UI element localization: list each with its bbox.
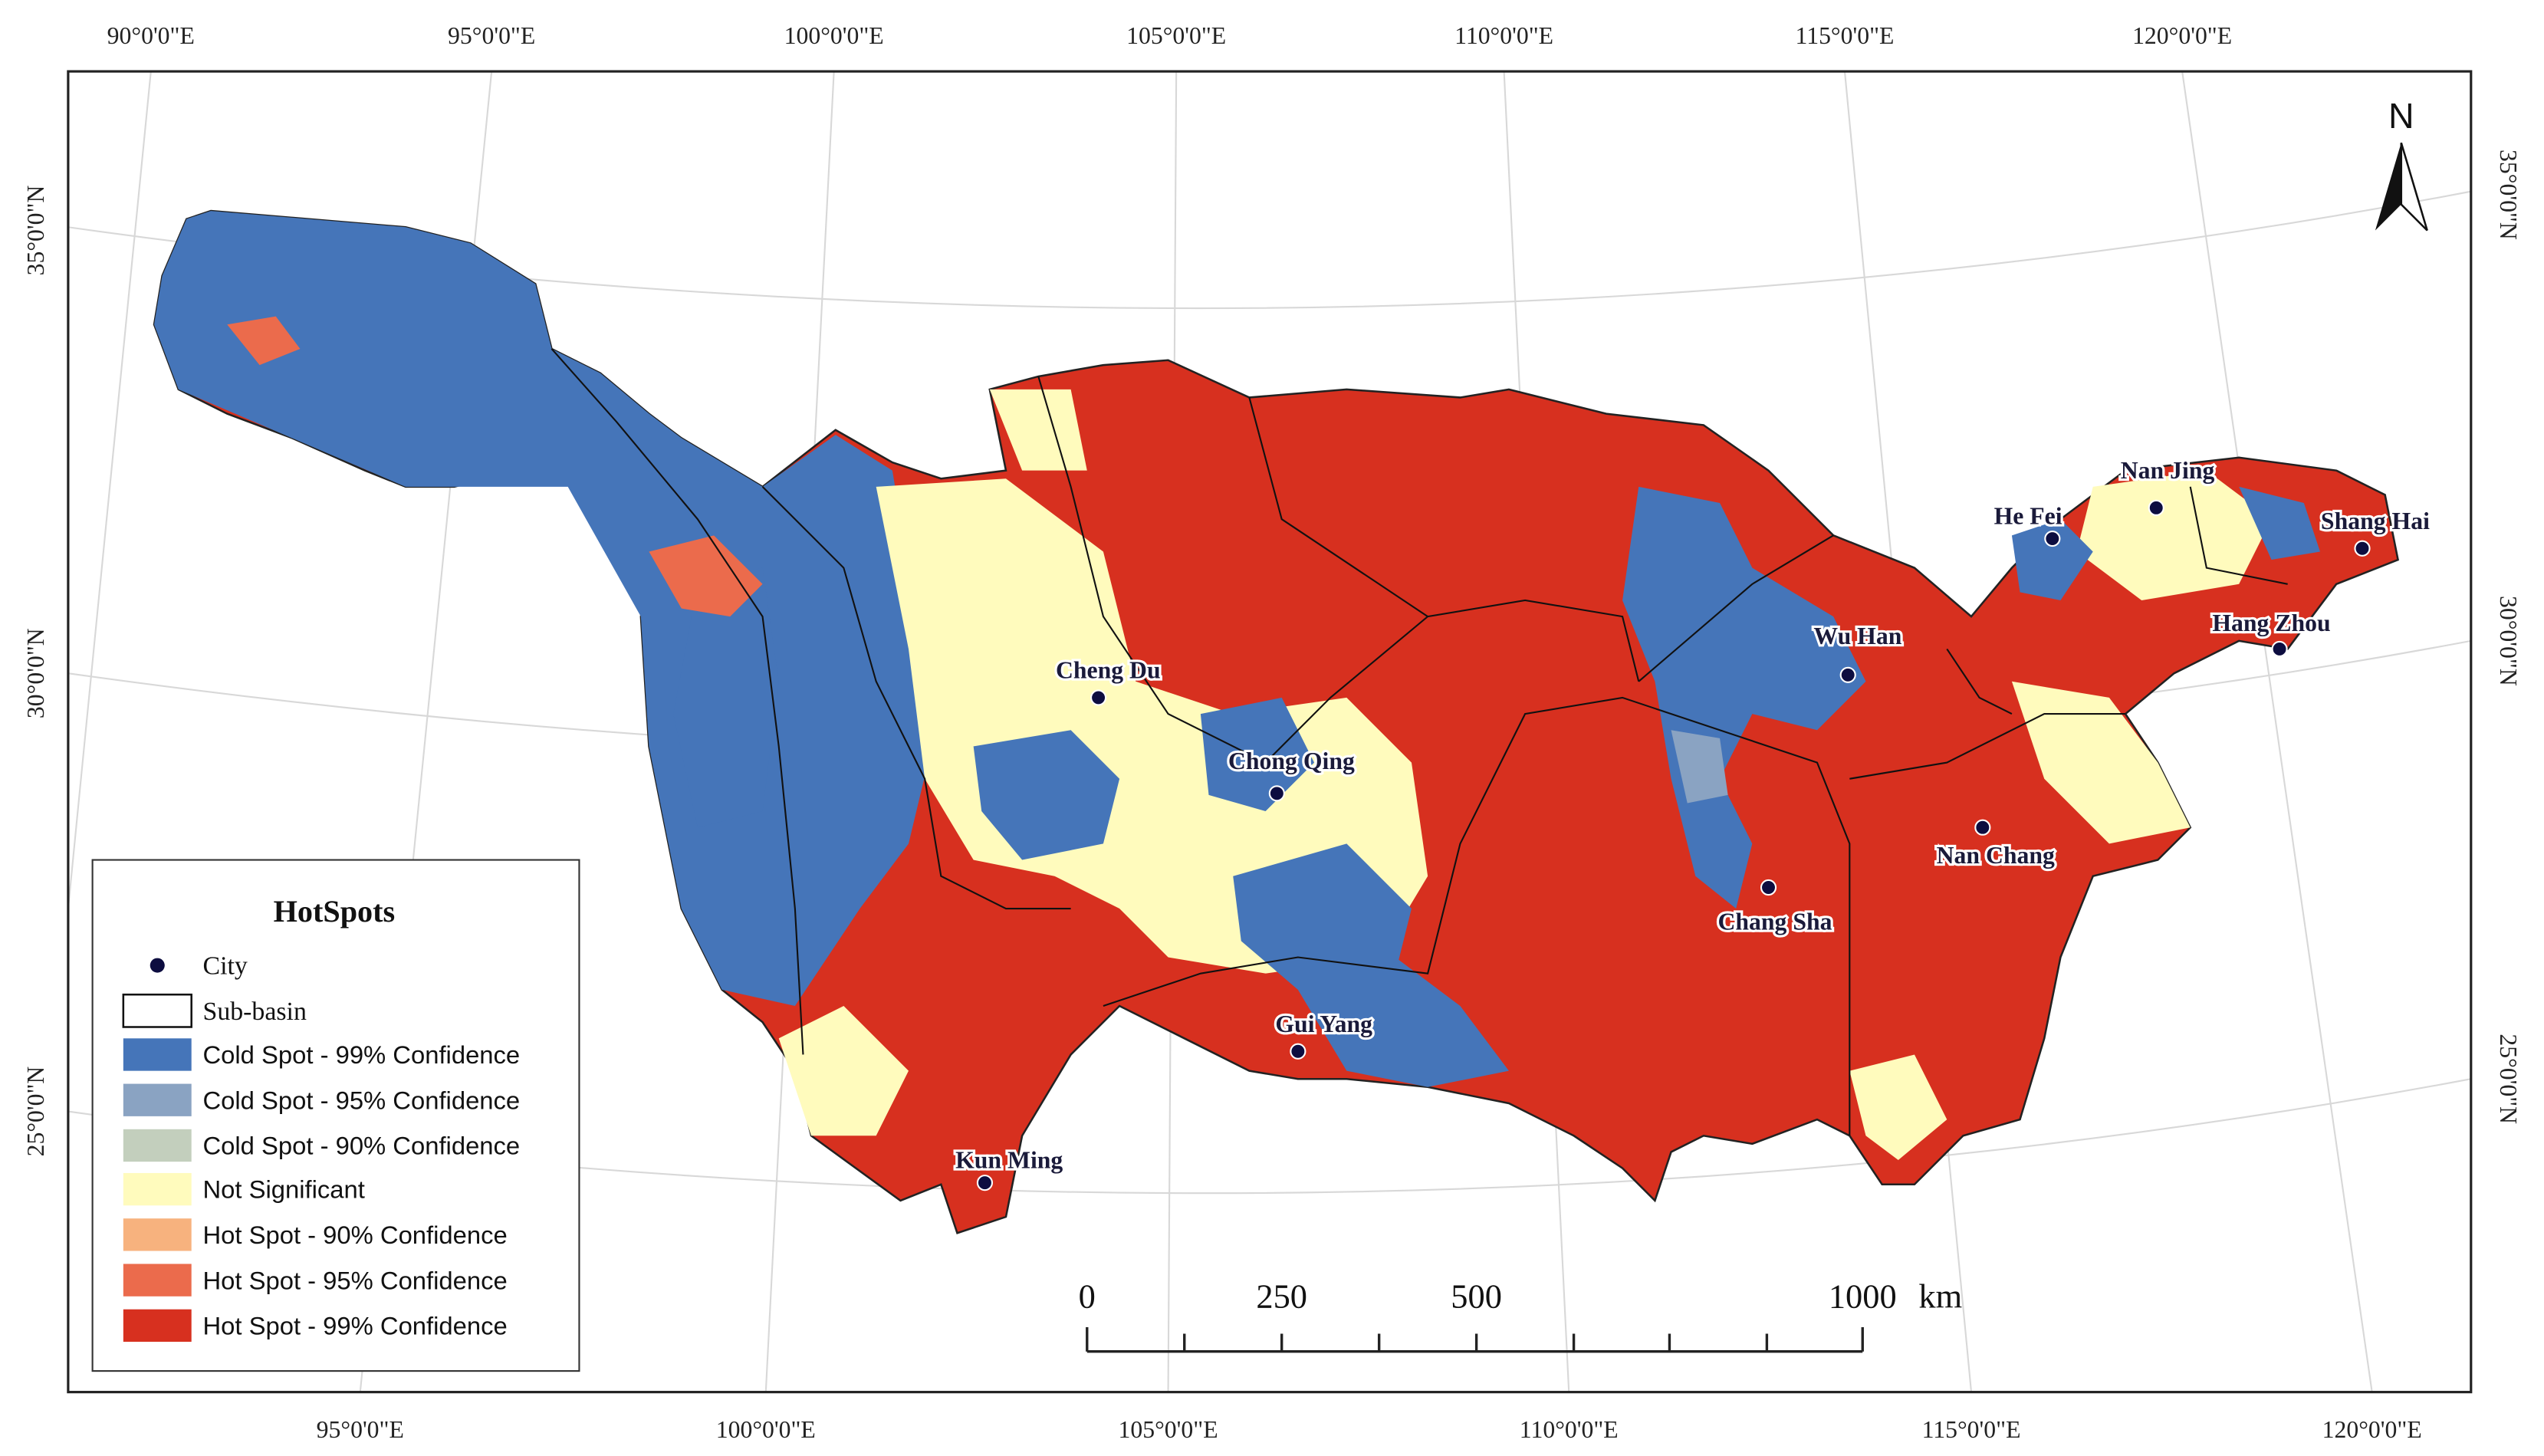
legend-swatch	[123, 1083, 192, 1116]
legend-sub-basin-symbol	[122, 993, 192, 1028]
legend-title: HotSpots	[274, 894, 396, 928]
left-graticule-label: 25°0'0"N	[22, 1067, 49, 1157]
legend-swatch	[123, 1129, 192, 1162]
scale-unit: km	[1918, 1277, 1962, 1316]
legend-label: Hot Spot - 90% Confidence	[203, 1221, 508, 1249]
scale-label: 0	[1079, 1277, 1096, 1316]
left-graticule-label: 35°0'0"N	[22, 186, 49, 276]
scale-label: 1000	[1829, 1277, 1897, 1316]
sub-basin-lines	[551, 348, 2288, 1136]
legend-label: Sub-basin	[203, 998, 307, 1026]
north-arrow-right	[2400, 142, 2428, 232]
bottom-graticule-label: 115°0'0"E	[1922, 1416, 2021, 1443]
city-label: Chang Sha	[1717, 909, 1832, 935]
city-point	[2354, 540, 2371, 557]
legend-swatch	[123, 1264, 192, 1297]
cities: Cheng Du Chong Qing Gui Yang Kun Ming Chang …	[953, 455, 2432, 1191]
city-label: Kun Ming	[955, 1147, 1063, 1174]
top-graticule-label: 105°0'0"E	[1126, 22, 1226, 49]
top-graticule-label: 90°0'0"E	[107, 22, 195, 49]
city-point	[1974, 819, 1991, 836]
legend-swatch	[123, 1218, 192, 1251]
scale-label: 500	[1451, 1277, 1502, 1316]
top-graticule-label: 110°0'0"E	[1454, 22, 1553, 49]
city-label: Hang Zhou	[2212, 610, 2330, 636]
sub-basin-line	[1248, 397, 1428, 618]
bottom-graticule-label: 120°0'0"E	[2322, 1416, 2422, 1443]
legend: HotSpots City Sub-basin Cold Spot - 99% Co…	[91, 859, 580, 1372]
longitude-line	[67, 71, 152, 909]
bottom-graticule-label: 100°0'0"E	[716, 1416, 816, 1443]
cold-spot-region	[1622, 486, 2320, 909]
hot-spot-region	[227, 316, 763, 617]
legend-label: Cold Spot - 90% Confidence	[203, 1132, 521, 1160]
legend-label: Hot Spot - 99% Confidence	[203, 1312, 508, 1340]
top-graticule-label: 115°0'0"E	[1796, 22, 1895, 49]
legend-swatch	[123, 1172, 192, 1206]
cold-spot-region	[1671, 730, 1728, 804]
sub-basin-line	[761, 486, 1071, 910]
right-graticule-label: 35°0'0"N	[2495, 150, 2522, 240]
city-label: Cheng Du	[1056, 657, 1161, 684]
scale-label: 250	[1256, 1277, 1307, 1316]
legend-swatch	[123, 1309, 192, 1343]
sub-basin-line	[1264, 599, 1640, 764]
right-graticule-label: 30°0'0"N	[2495, 596, 2522, 686]
bottom-graticule-label: 105°0'0"E	[1119, 1416, 1218, 1443]
legend-label: Not Significant	[203, 1175, 365, 1204]
city-point	[1760, 879, 1777, 896]
city-point	[1839, 666, 1856, 683]
bottom-graticule-label: 95°0'0"E	[317, 1416, 404, 1443]
bottom-graticule-label: 110°0'0"E	[1520, 1416, 1619, 1443]
right-graticule-label: 25°0'0"N	[2495, 1034, 2522, 1124]
sub-basin-line	[1103, 696, 1851, 1136]
city-point	[2148, 499, 2164, 516]
legend-label: Cold Spot - 99% Confidence	[203, 1040, 521, 1069]
legend-swatch	[123, 1038, 192, 1071]
legend-label: Cold Spot - 95% Confidence	[203, 1086, 521, 1114]
city-point	[976, 1175, 994, 1191]
city-label: Wu Han	[1813, 623, 1901, 649]
city-label: Nan Chang	[1937, 842, 2055, 869]
city-label: Gui Yang	[1275, 1011, 1372, 1037]
sub-basin-line	[1037, 376, 1267, 764]
sub-basin-line	[1946, 486, 2288, 715]
city-label: Nan Jing	[2121, 457, 2215, 484]
city-point	[1090, 689, 1107, 706]
city-label: Chong Qing	[1228, 748, 1355, 774]
top-graticule-label: 120°0'0"E	[2132, 22, 2232, 49]
left-graticule-label: 30°0'0"N	[22, 628, 49, 718]
legend-label: Hot Spot - 95% Confidence	[203, 1266, 508, 1294]
city-point	[2044, 530, 2061, 547]
sub-basin-line	[551, 348, 804, 1055]
top-graticule-label: 95°0'0"E	[448, 22, 535, 49]
scale-bar-line	[1086, 1326, 1864, 1353]
city-label: He Fei	[1994, 503, 2062, 530]
basin	[153, 209, 2400, 1234]
map-frame	[67, 70, 2473, 1394]
city-label: Shang Hai	[2321, 508, 2430, 534]
legend-city-symbol	[150, 958, 165, 973]
city-point	[1268, 785, 1285, 802]
sub-basin-line	[1638, 534, 2126, 780]
longitude-line	[2181, 71, 2373, 1392]
legend-label: City	[203, 952, 248, 981]
scale-bar: 0 250 500 1000 km	[1079, 1277, 1962, 1353]
city-point	[2271, 640, 2288, 658]
city-point	[1290, 1043, 1307, 1060]
north-label: N	[2388, 96, 2414, 136]
top-graticule-label: 100°0'0"E	[784, 22, 884, 49]
